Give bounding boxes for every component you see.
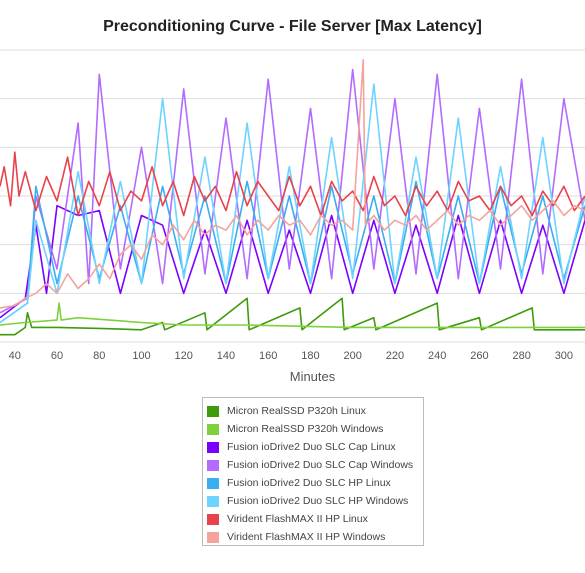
x-axis-label: Minutes [289,369,336,384]
x-tick-label: 200 [344,350,362,362]
chart-title: Preconditioning Curve - File Server [Max… [103,18,482,35]
x-tick-label: 80 [93,350,105,362]
legend-item[interactable]: Fusion ioDrive2 Duo SLC Cap Linux [207,438,423,456]
x-tick-label: 220 [386,350,404,362]
series-line-0 [0,297,585,336]
x-tick-label: 300 [555,350,573,362]
legend-swatch [207,495,219,507]
legend-label: Fusion ioDrive2 Duo SLC Cap Windows [227,459,414,471]
legend-item[interactable]: Fusion ioDrive2 Duo SLC HP Linux [207,474,423,492]
x-tick-label: 260 [470,350,488,362]
legend-label: Fusion ioDrive2 Duo SLC Cap Linux [227,441,396,453]
legend-label: Micron RealSSD P320h Linux [227,405,366,417]
legend-item[interactable]: Micron RealSSD P320h Linux [207,402,423,420]
x-tick-label: 100 [132,350,150,362]
series-line-5 [0,83,585,324]
series-line-4 [0,180,585,324]
x-tick-label: 240 [428,350,446,362]
legend-label: Micron RealSSD P320h Windows [227,423,384,435]
legend-item[interactable]: Virident FlashMAX II HP Windows [207,528,423,546]
legend-swatch [207,513,219,525]
legend-swatch [207,405,219,417]
legend-item[interactable]: Fusion ioDrive2 Duo SLC HP Windows [207,492,423,510]
x-tick-label: 180 [301,350,319,362]
legend-swatch [207,459,219,471]
x-tick-label: 140 [217,350,235,362]
legend-item[interactable]: Fusion ioDrive2 Duo SLC Cap Windows [207,456,423,474]
x-tick-labels: 40 60 80 100 120 140 160 180 200 220 240 260 280 300 [9,350,573,362]
legend-label: Fusion ioDrive2 Duo SLC HP Linux [227,477,391,489]
legend-swatch [207,441,219,453]
legend-swatch [207,477,219,489]
plot-area: 40 60 80 100 120 140 160 180 200 220 240 260 280 300 [0,49,585,362]
series-line-7 [0,58,585,309]
series-line-1 [0,302,585,329]
x-tick-label: 40 [9,350,21,362]
legend-swatch [207,423,219,435]
legend-label: Virident FlashMAX II HP Linux [227,513,368,525]
series-line-3 [0,68,585,314]
legend-item[interactable]: Virident FlashMAX II HP Linux [207,510,423,528]
grid-layer [0,49,585,343]
legend-item[interactable]: Micron RealSSD P320h Windows [207,420,423,438]
legend-swatch [207,531,219,543]
x-tick-label: 280 [512,350,530,362]
x-tick-label: 60 [51,350,63,362]
series-layer [0,58,585,336]
x-tick-label: 160 [259,350,277,362]
legend-label: Virident FlashMAX II HP Windows [227,531,386,543]
legend: Micron RealSSD P320h Linux Micron RealSSD… [202,397,424,546]
legend-label: Fusion ioDrive2 Duo SLC HP Windows [227,495,409,507]
series-line-6 [0,151,585,217]
x-tick-label: 120 [175,350,193,362]
